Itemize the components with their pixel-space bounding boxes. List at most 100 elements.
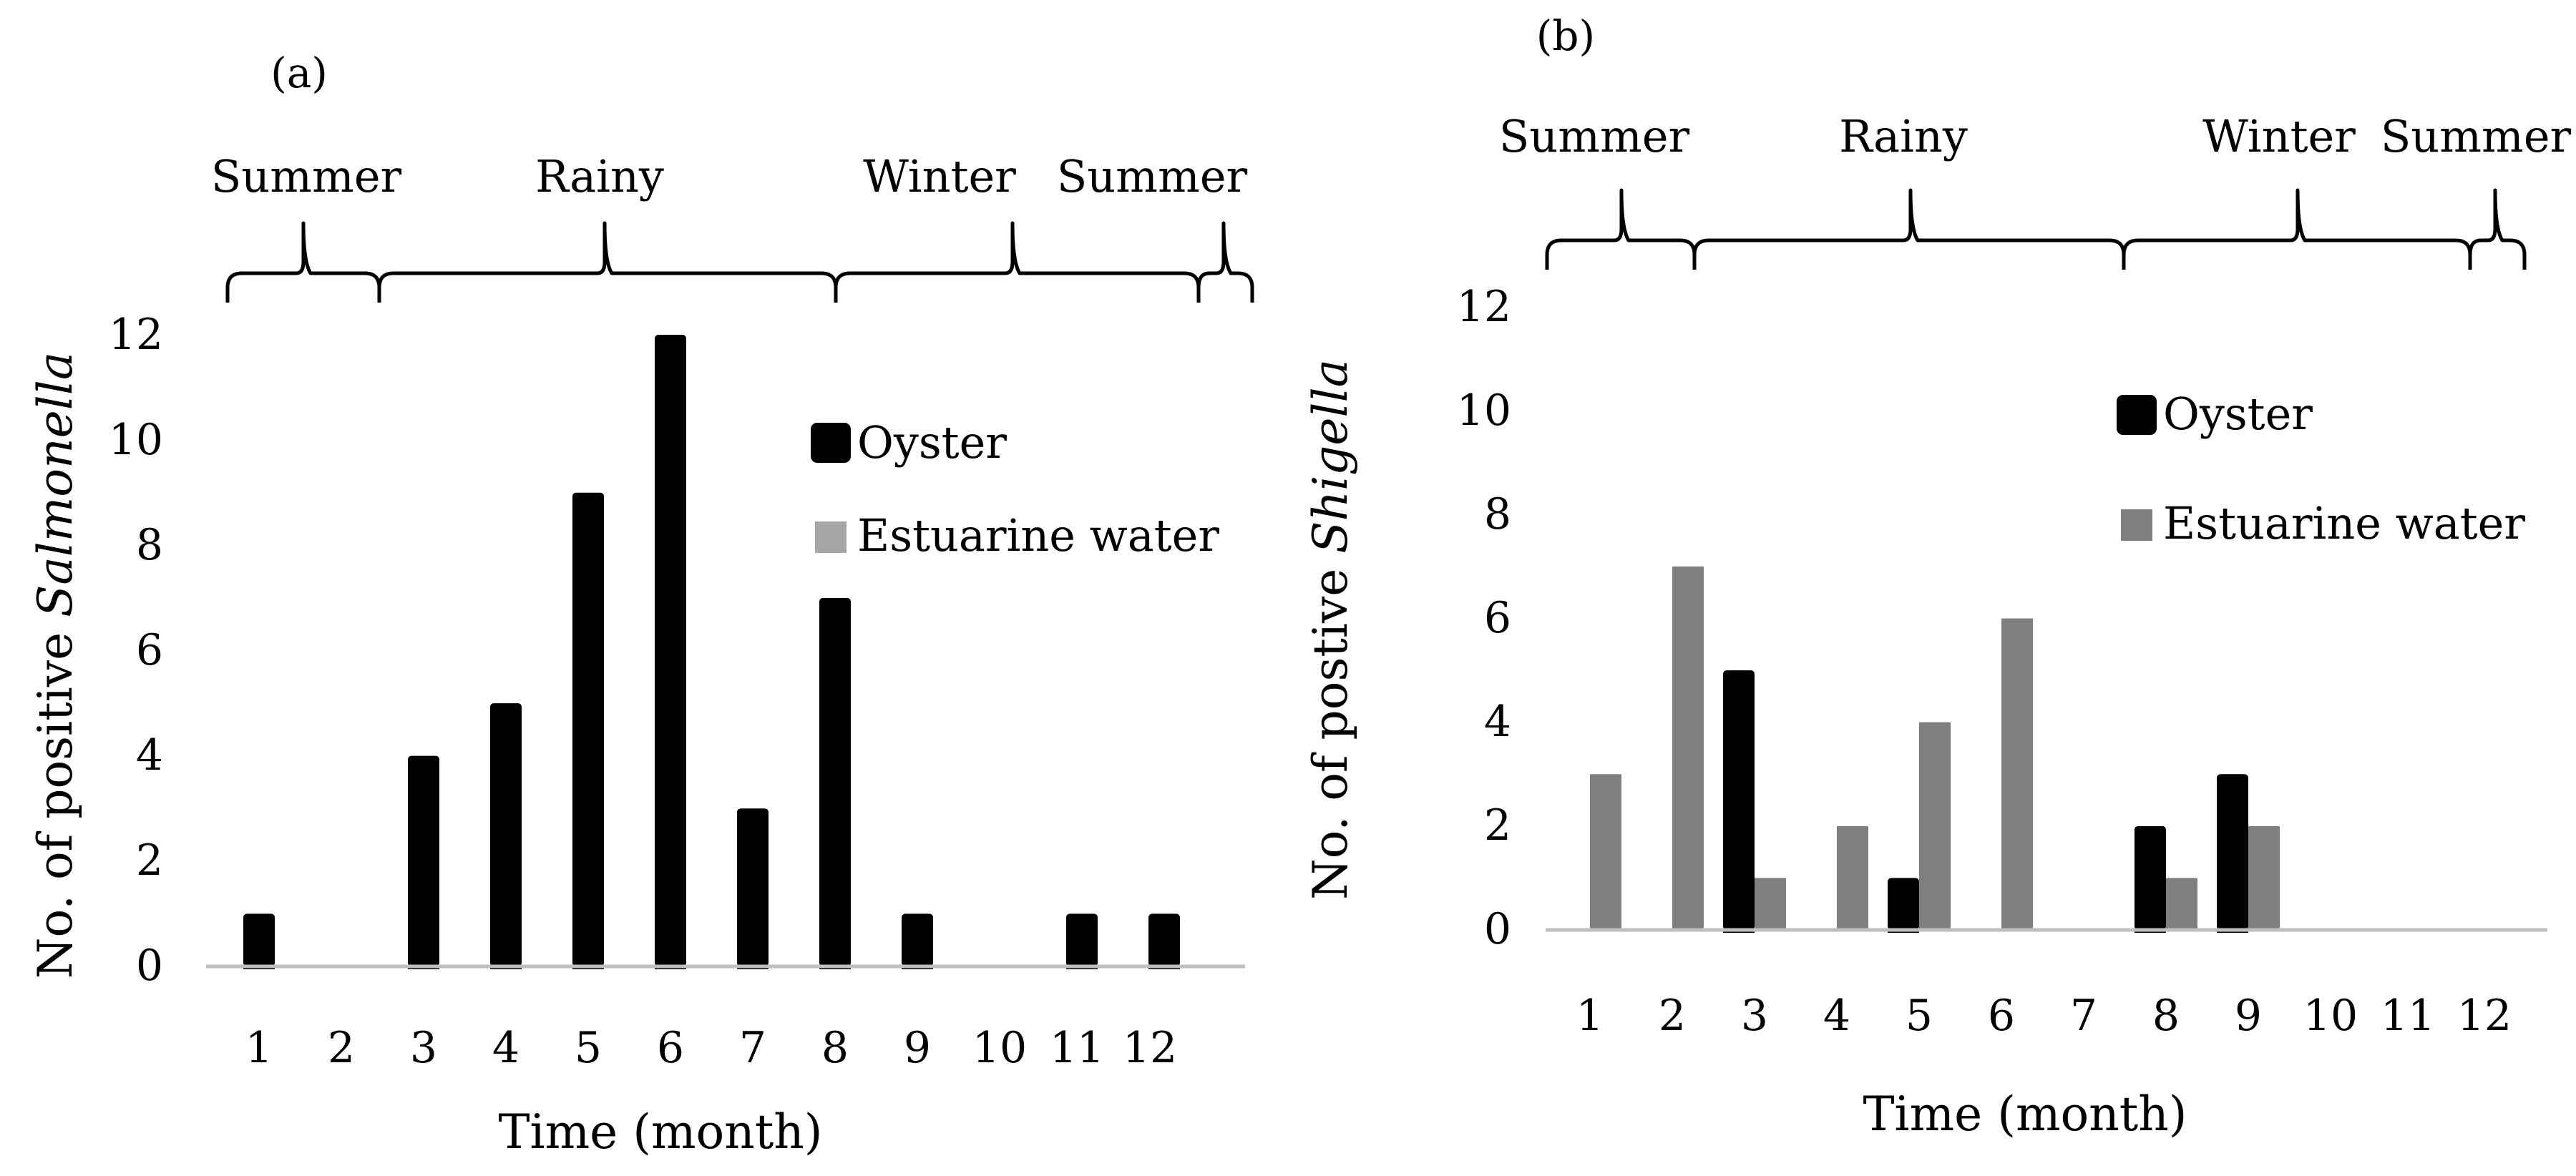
x-tick-b-6: 6 <box>1988 991 2015 1041</box>
legend-label-oyster-b: Oyster <box>2163 388 2313 440</box>
bar-b-estuarine-1 <box>1590 774 1621 930</box>
y-ticks-b: 0 2 4 6 8 10 12 <box>1457 282 1511 954</box>
x-tick-a-11: 11 <box>1050 1023 1104 1073</box>
season-braces-a <box>225 221 1254 303</box>
y-tick-b-4: 4 <box>1484 697 1511 747</box>
bar-b-estuarine-8 <box>2166 878 2197 930</box>
legend-label-estuarine-a: Estuarine water <box>857 509 1219 562</box>
bar-b-estuarine-4 <box>1837 825 1868 930</box>
season-brace-a-1 <box>225 221 381 303</box>
y-tick-b-6: 6 <box>1484 593 1511 643</box>
bar-a-oyster-7 <box>737 808 769 966</box>
bar-b-oyster-3 <box>1723 670 1755 930</box>
y-axis-label-b-italic: Shigella <box>1303 359 1358 554</box>
y-tick-a-12: 12 <box>109 310 163 360</box>
bar-b-oyster-9 <box>2217 774 2248 930</box>
y-axis-label-b: No. of postive Shigella <box>1303 359 1358 900</box>
y-axis-label-a-text: No. of positive <box>28 617 83 979</box>
bar-a-oyster-12 <box>1148 913 1180 966</box>
legend-label-oyster-a: Oyster <box>857 416 1007 469</box>
bar-b-estuarine-6 <box>2001 618 2033 930</box>
season-braces-b <box>1545 188 2527 270</box>
bar-b-estuarine-3 <box>1755 878 1786 930</box>
season-label-b-3: Winter <box>2202 110 2356 162</box>
chart-b: (b) Summer Rainy Winter Summer 0 2 4 6 8… <box>1303 11 2572 1142</box>
y-tick-b-8: 8 <box>1484 489 1511 539</box>
season-brace-b-4 <box>2468 188 2527 270</box>
legend-b: Oyster Estuarine water <box>2117 388 2525 549</box>
season-label-b-4: Summer <box>2381 110 2572 162</box>
x-tick-a-10: 10 <box>972 1023 1027 1073</box>
chart-a: (a) Summer Rainy Winter Summer 0 2 4 6 8… <box>28 49 1254 1160</box>
x-tick-b-1: 1 <box>1576 991 1604 1041</box>
y-tick-b-0: 0 <box>1484 904 1511 954</box>
season-brace-b-3 <box>2122 188 2472 270</box>
season-brace-a-3 <box>834 221 1201 303</box>
y-tick-b-12: 12 <box>1457 282 1511 332</box>
x-tick-a-12: 12 <box>1123 1023 1177 1073</box>
season-label-a-2: Rainy <box>535 150 664 202</box>
x-axis-label-a: Time (month) <box>498 1104 822 1160</box>
season-label-a-1: Summer <box>211 150 402 202</box>
y-axis-label-b-text: No. of postive <box>1303 554 1358 900</box>
season-brace-b-2 <box>1692 188 2126 270</box>
x-tick-a-7: 7 <box>739 1023 766 1073</box>
x-tick-b-11: 11 <box>2381 991 2435 1041</box>
panel-label-b: (b) <box>1536 11 1595 60</box>
x-axis-label-b: Time (month) <box>1863 1087 2187 1142</box>
bars-b <box>1590 566 2280 933</box>
season-brace-a-2 <box>377 221 838 303</box>
y-tick-b-10: 10 <box>1457 386 1511 436</box>
bar-a-oyster-1 <box>243 913 275 966</box>
x-tick-b-4: 4 <box>1823 991 1850 1041</box>
bar-a-oyster-3 <box>408 755 439 966</box>
x-tick-a-5: 5 <box>575 1023 602 1073</box>
x-tick-a-6: 6 <box>657 1023 684 1073</box>
bar-b-estuarine-5 <box>1919 722 1951 930</box>
bar-a-oyster-6 <box>655 335 686 966</box>
x-ticks-a: 1 2 3 4 5 6 7 8 9 10 11 12 <box>245 1023 1177 1073</box>
x-tick-b-2: 2 <box>1659 991 1686 1041</box>
x-tick-b-12: 12 <box>2457 991 2512 1041</box>
y-axis-label-a: No. of positive Salmonella <box>28 352 83 979</box>
bar-a-oyster-4 <box>490 703 522 966</box>
x-tick-a-4: 4 <box>492 1023 519 1073</box>
x-tick-b-7: 7 <box>2070 991 2097 1041</box>
legend-label-estuarine-b: Estuarine water <box>2163 497 2525 549</box>
bar-a-oyster-8 <box>819 597 851 966</box>
x-tick-a-9: 9 <box>904 1023 931 1073</box>
bar-b-oyster-5 <box>1888 878 1919 930</box>
bar-b-estuarine-9 <box>2248 825 2280 930</box>
x-tick-b-5: 5 <box>1906 991 1933 1041</box>
x-tick-b-3: 3 <box>1741 991 1768 1041</box>
panel-label-a: (a) <box>270 49 328 97</box>
y-tick-a-6: 6 <box>136 625 163 675</box>
season-brace-a-4 <box>1196 221 1254 303</box>
season-label-b-1: Summer <box>1499 110 1690 162</box>
x-tick-a-1: 1 <box>245 1023 273 1073</box>
y-tick-a-0: 0 <box>136 941 163 991</box>
season-brace-b-1 <box>1545 188 1697 270</box>
y-tick-a-8: 8 <box>136 520 163 570</box>
season-label-a-4: Summer <box>1057 150 1248 202</box>
y-axis-label-a-italic: Salmonella <box>28 352 83 617</box>
x-tick-a-2: 2 <box>328 1023 355 1073</box>
bar-b-oyster-8 <box>2135 825 2166 930</box>
y-ticks-a: 0 2 4 6 8 10 12 <box>109 310 163 991</box>
bar-b-estuarine-2 <box>1672 566 1704 930</box>
legend-swatch-estuarine-a <box>815 521 847 553</box>
legend-swatch-estuarine-b <box>2121 509 2152 541</box>
season-label-a-3: Winter <box>863 150 1016 202</box>
x-tick-b-8: 8 <box>2152 991 2180 1041</box>
y-tick-a-2: 2 <box>136 836 163 886</box>
bar-a-oyster-11 <box>1066 913 1098 966</box>
x-tick-b-9: 9 <box>2235 991 2262 1041</box>
x-tick-a-3: 3 <box>410 1023 437 1073</box>
legend-swatch-oyster-b <box>2117 395 2157 435</box>
legend-a: Oyster Estuarine water <box>811 416 1219 562</box>
x-tick-b-10: 10 <box>2303 991 2358 1041</box>
y-tick-b-2: 2 <box>1484 800 1511 851</box>
bar-a-oyster-5 <box>572 492 604 966</box>
y-tick-a-4: 4 <box>136 730 163 780</box>
